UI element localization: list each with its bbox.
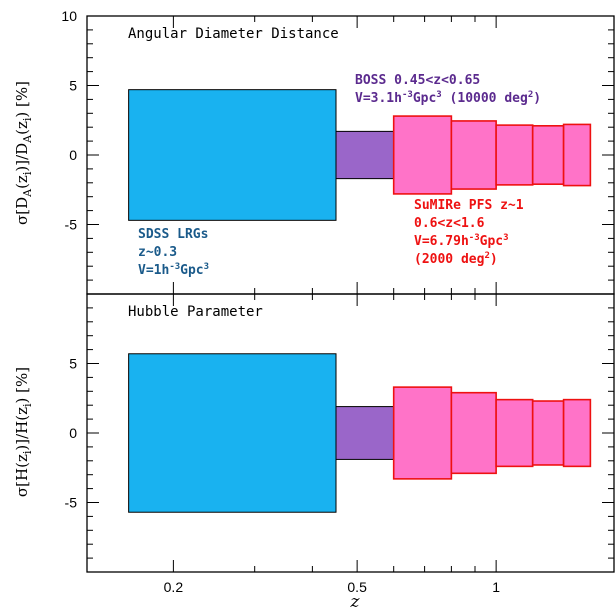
axis-ticks — [87, 16, 614, 572]
annotation-boss-line-0: BOSS 0.45<z<0.65 — [355, 73, 480, 88]
annotation-boss-line-1: V=3.1h-3​Gpc3​ (10000 deg2​) — [355, 90, 541, 106]
box-da-series-2-bin-1 — [450, 120, 497, 190]
y-tick-label-0-2: 5 — [69, 78, 77, 94]
panel-frames — [86, 15, 615, 573]
box-h-series-2-bin-4 — [562, 398, 592, 468]
box-h-series-2-bin-3 — [531, 400, 565, 466]
y-tick-label-0-0: -5 — [65, 217, 78, 233]
box-da-series-2-bin-4 — [562, 123, 592, 187]
annotation-sdss-line-2: V=1h-3​Gpc3​ — [138, 262, 209, 278]
box-h-series-2-bin-2 — [495, 398, 534, 468]
panel-title-angular-diameter: Angular Diameter Distance — [128, 26, 339, 42]
box-da-series-2-bin-0 — [392, 115, 453, 195]
panel-frame-1 — [86, 293, 615, 573]
box-da-series-0-bin-0 — [128, 89, 337, 221]
data-boxes — [128, 89, 592, 513]
box-h-series-2-bin-0 — [392, 386, 453, 480]
annotation-pfs-line-3: (2000 deg2​) — [414, 251, 498, 267]
y-tick-label-1-0: -5 — [65, 495, 78, 511]
tick-labels: 0.2 0.5 1 -5 0 5 10 -5 0 5 — [61, 8, 500, 595]
x-axis-label: z — [350, 592, 361, 611]
box-h-series-2-bin-1 — [450, 391, 497, 475]
x-tick-label-2: 1 — [492, 579, 500, 595]
panel-title-hubble: Hubble Parameter — [128, 304, 263, 320]
y-axis-label-hubble: σ[H(zi​)]/H(zi​) [%] — [13, 367, 34, 497]
annotations: BOSS 0.45<z<0.65 V=3.1h-3​Gpc3​ (10000 de… — [138, 73, 541, 278]
y-tick-label-0-1: 0 — [69, 147, 77, 163]
annotation-pfs-line-2: V=6.79h-3​Gpc3​ — [414, 233, 509, 249]
y-tick-label-1-1: 0 — [69, 425, 77, 441]
annotation-pfs-line-0: SuMIRe PFS z~1 — [414, 198, 524, 213]
x-tick-label-1: 0.5 — [347, 579, 367, 595]
box-da-series-2-bin-3 — [531, 125, 565, 185]
annotation-sdss-line-1: z~0.3 — [138, 245, 177, 260]
annotation-sdss-line-0: SDSS LRGs — [138, 227, 208, 242]
y-tick-label-1-2: 5 — [69, 356, 77, 372]
box-da-series-2-bin-2 — [495, 124, 534, 186]
box-h-series-0-bin-0 — [128, 353, 337, 513]
y-axis-label-angular-diameter: σ[DA​(zi​)]/DA​(zi​) [%] — [13, 81, 34, 225]
annotation-pfs-line-1: 0.6<z<1.6 — [414, 216, 485, 231]
x-tick-label-0: 0.2 — [164, 579, 184, 595]
y-tick-label-0-3: 10 — [61, 8, 77, 24]
